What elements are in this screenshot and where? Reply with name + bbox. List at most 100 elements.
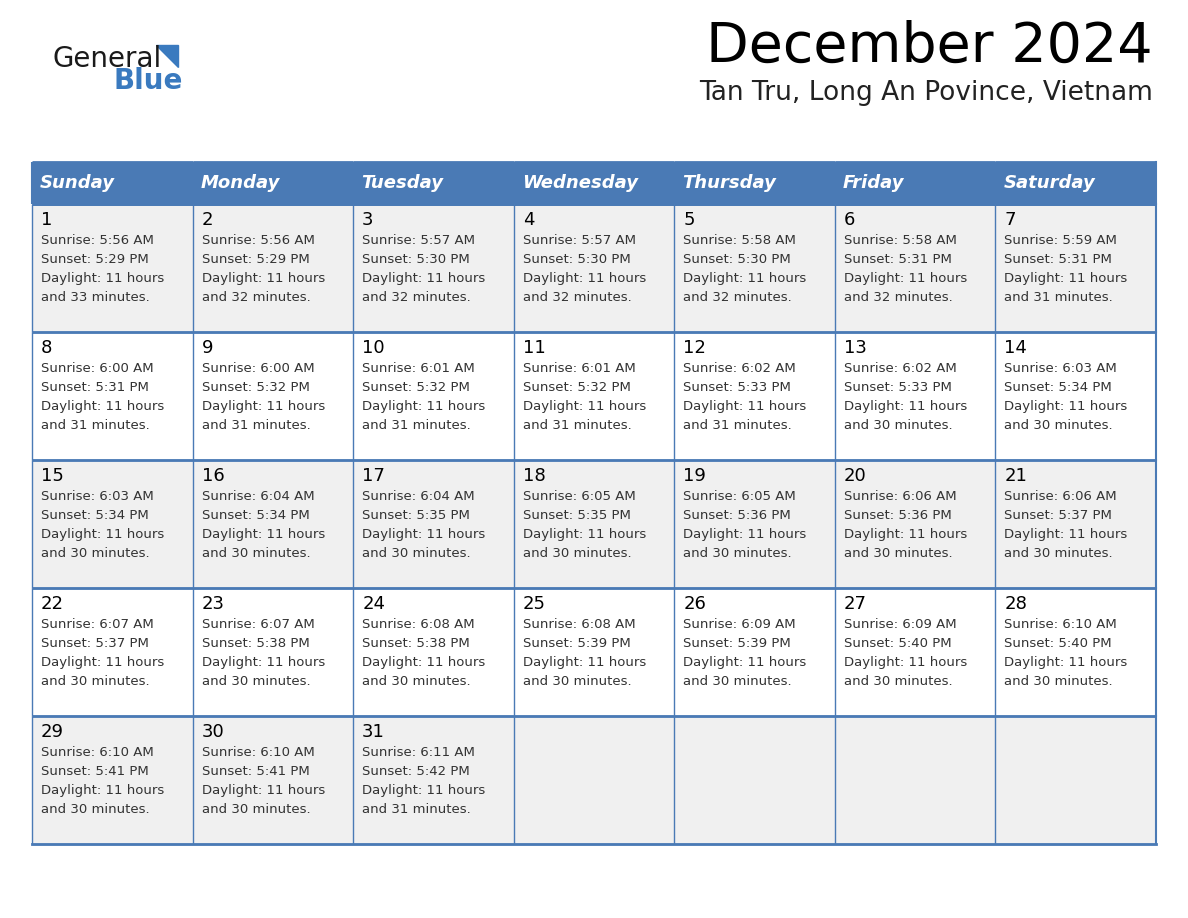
Text: Sunset: 5:29 PM: Sunset: 5:29 PM [42, 253, 148, 266]
Text: Sunrise: 6:06 AM: Sunrise: 6:06 AM [843, 490, 956, 503]
Text: 3: 3 [362, 211, 374, 229]
Text: 29: 29 [42, 723, 64, 741]
Text: Sunrise: 6:10 AM: Sunrise: 6:10 AM [202, 746, 315, 759]
Bar [353, 588, 513, 716]
Text: Daylight: 11 hours: Daylight: 11 hours [843, 400, 967, 413]
Bar [353, 332, 513, 460]
Bar [996, 204, 1156, 332]
Text: 11: 11 [523, 339, 545, 357]
Text: Sunrise: 6:02 AM: Sunrise: 6:02 AM [843, 362, 956, 375]
Text: Sunrise: 6:03 AM: Sunrise: 6:03 AM [42, 490, 153, 503]
Text: Blue: Blue [114, 67, 183, 95]
Text: Sunset: 5:30 PM: Sunset: 5:30 PM [683, 253, 791, 266]
Text: 7: 7 [1004, 211, 1016, 229]
Text: Daylight: 11 hours: Daylight: 11 hours [523, 656, 646, 669]
Text: 20: 20 [843, 467, 866, 485]
Text: Daylight: 11 hours: Daylight: 11 hours [202, 272, 324, 285]
Bar [675, 332, 835, 460]
Text: Sunrise: 6:08 AM: Sunrise: 6:08 AM [523, 618, 636, 631]
Text: Daylight: 11 hours: Daylight: 11 hours [202, 784, 324, 797]
Text: 8: 8 [42, 339, 52, 357]
Text: Sunset: 5:33 PM: Sunset: 5:33 PM [683, 381, 791, 394]
Text: 4: 4 [523, 211, 535, 229]
Text: and 30 minutes.: and 30 minutes. [683, 547, 792, 560]
Text: Sunrise: 6:10 AM: Sunrise: 6:10 AM [1004, 618, 1117, 631]
Bar [353, 162, 513, 204]
Text: Sunset: 5:38 PM: Sunset: 5:38 PM [362, 637, 470, 650]
Text: and 31 minutes.: and 31 minutes. [362, 419, 470, 432]
Text: Sunrise: 6:00 AM: Sunrise: 6:00 AM [42, 362, 153, 375]
Text: Daylight: 11 hours: Daylight: 11 hours [202, 656, 324, 669]
Text: Sunday: Sunday [40, 174, 115, 192]
Text: Sunset: 5:39 PM: Sunset: 5:39 PM [683, 637, 791, 650]
Text: Daylight: 11 hours: Daylight: 11 hours [683, 528, 807, 541]
Text: Sunrise: 5:59 AM: Sunrise: 5:59 AM [1004, 234, 1117, 247]
Text: 9: 9 [202, 339, 213, 357]
Text: Sunrise: 6:00 AM: Sunrise: 6:00 AM [202, 362, 314, 375]
Text: Daylight: 11 hours: Daylight: 11 hours [362, 784, 486, 797]
Bar [192, 460, 353, 588]
Bar [353, 716, 513, 844]
Text: Sunrise: 6:09 AM: Sunrise: 6:09 AM [843, 618, 956, 631]
Text: and 30 minutes.: and 30 minutes. [202, 675, 310, 688]
Text: Sunset: 5:29 PM: Sunset: 5:29 PM [202, 253, 309, 266]
Text: Sunset: 5:36 PM: Sunset: 5:36 PM [683, 509, 791, 522]
Text: Daylight: 11 hours: Daylight: 11 hours [362, 400, 486, 413]
Text: Daylight: 11 hours: Daylight: 11 hours [523, 400, 646, 413]
Text: Friday: Friday [842, 174, 904, 192]
Bar [192, 716, 353, 844]
Text: Sunrise: 5:56 AM: Sunrise: 5:56 AM [42, 234, 154, 247]
Bar [675, 460, 835, 588]
Text: Daylight: 11 hours: Daylight: 11 hours [202, 400, 324, 413]
Text: Sunrise: 6:07 AM: Sunrise: 6:07 AM [42, 618, 153, 631]
Bar [513, 162, 675, 204]
Text: Daylight: 11 hours: Daylight: 11 hours [683, 400, 807, 413]
Text: 17: 17 [362, 467, 385, 485]
Text: 25: 25 [523, 595, 545, 613]
Text: Sunrise: 6:11 AM: Sunrise: 6:11 AM [362, 746, 475, 759]
Text: 14: 14 [1004, 339, 1028, 357]
Bar [192, 588, 353, 716]
Text: December 2024: December 2024 [707, 20, 1154, 74]
Text: and 30 minutes.: and 30 minutes. [202, 803, 310, 816]
Text: 26: 26 [683, 595, 706, 613]
Text: and 32 minutes.: and 32 minutes. [843, 291, 953, 304]
Text: Thursday: Thursday [682, 174, 776, 192]
Text: Daylight: 11 hours: Daylight: 11 hours [42, 528, 164, 541]
Bar [32, 588, 192, 716]
Text: Sunset: 5:40 PM: Sunset: 5:40 PM [843, 637, 952, 650]
Text: Sunset: 5:31 PM: Sunset: 5:31 PM [42, 381, 148, 394]
Text: Daylight: 11 hours: Daylight: 11 hours [843, 272, 967, 285]
Text: and 32 minutes.: and 32 minutes. [523, 291, 632, 304]
Text: Sunset: 5:35 PM: Sunset: 5:35 PM [523, 509, 631, 522]
Text: and 30 minutes.: and 30 minutes. [202, 547, 310, 560]
Text: and 31 minutes.: and 31 minutes. [683, 419, 792, 432]
Text: and 30 minutes.: and 30 minutes. [523, 547, 631, 560]
Text: Sunset: 5:31 PM: Sunset: 5:31 PM [1004, 253, 1112, 266]
Text: Sunrise: 5:58 AM: Sunrise: 5:58 AM [683, 234, 796, 247]
Text: Sunrise: 6:10 AM: Sunrise: 6:10 AM [42, 746, 153, 759]
Text: Sunset: 5:37 PM: Sunset: 5:37 PM [1004, 509, 1112, 522]
Text: and 30 minutes.: and 30 minutes. [843, 419, 953, 432]
Text: 31: 31 [362, 723, 385, 741]
Bar [675, 716, 835, 844]
Bar [513, 716, 675, 844]
Text: Sunset: 5:31 PM: Sunset: 5:31 PM [843, 253, 952, 266]
Text: 10: 10 [362, 339, 385, 357]
Text: 19: 19 [683, 467, 706, 485]
Text: Daylight: 11 hours: Daylight: 11 hours [362, 528, 486, 541]
Text: Sunrise: 6:01 AM: Sunrise: 6:01 AM [362, 362, 475, 375]
Text: Sunset: 5:32 PM: Sunset: 5:32 PM [202, 381, 309, 394]
Text: Daylight: 11 hours: Daylight: 11 hours [362, 656, 486, 669]
Text: 2: 2 [202, 211, 213, 229]
Text: and 30 minutes.: and 30 minutes. [523, 675, 631, 688]
Text: Daylight: 11 hours: Daylight: 11 hours [1004, 528, 1127, 541]
Text: and 33 minutes.: and 33 minutes. [42, 291, 150, 304]
Text: Sunrise: 6:09 AM: Sunrise: 6:09 AM [683, 618, 796, 631]
Text: Monday: Monday [201, 174, 280, 192]
Text: Sunrise: 6:07 AM: Sunrise: 6:07 AM [202, 618, 315, 631]
Text: Sunrise: 5:57 AM: Sunrise: 5:57 AM [523, 234, 636, 247]
Text: Sunrise: 6:04 AM: Sunrise: 6:04 AM [202, 490, 314, 503]
Text: Daylight: 11 hours: Daylight: 11 hours [683, 272, 807, 285]
Text: Sunrise: 6:03 AM: Sunrise: 6:03 AM [1004, 362, 1117, 375]
